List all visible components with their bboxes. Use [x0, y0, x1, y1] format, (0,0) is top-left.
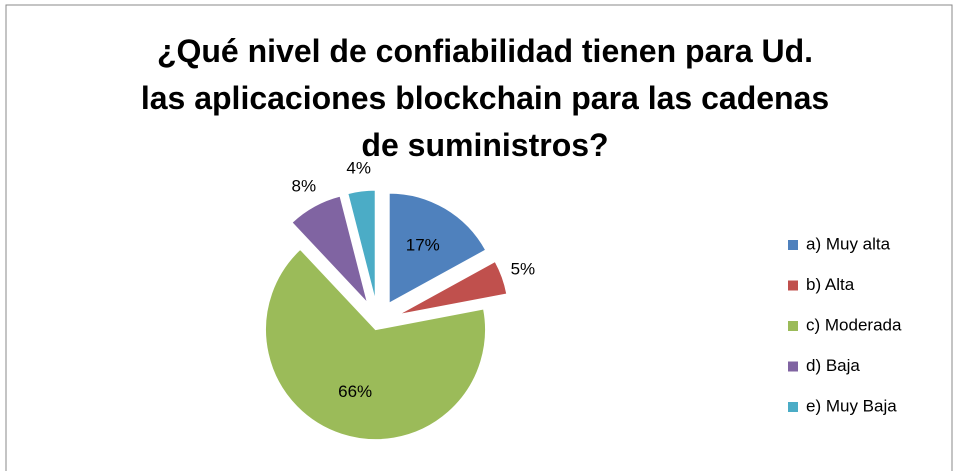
legend-swatch — [788, 240, 798, 250]
legend-label: b) Alta — [806, 275, 855, 294]
pie-slice — [291, 195, 368, 304]
frame — [5, 4, 953, 471]
pie-slice — [265, 248, 486, 441]
legend-swatch — [788, 280, 798, 291]
legend-label: d) Baja — [806, 356, 860, 375]
pie-slice — [347, 189, 376, 301]
data-label: 5% — [511, 259, 536, 278]
legend-swatch — [788, 321, 798, 331]
data-label: 66% — [338, 382, 372, 401]
legend-label: c) Moderada — [806, 315, 902, 334]
data-label: 4% — [346, 159, 371, 178]
legend-swatch — [788, 361, 798, 372]
data-label: 17% — [406, 236, 440, 255]
legend-label: a) Muy alta — [806, 234, 891, 253]
data-label: 8% — [292, 177, 317, 196]
chart-title: ¿Qué nivel de confiabilidad tienen para … — [140, 33, 830, 163]
pie-slice — [388, 192, 487, 304]
legend-label: e) Muy Baja — [806, 396, 897, 415]
pie-slice — [398, 260, 508, 316]
legend-swatch — [788, 402, 798, 412]
